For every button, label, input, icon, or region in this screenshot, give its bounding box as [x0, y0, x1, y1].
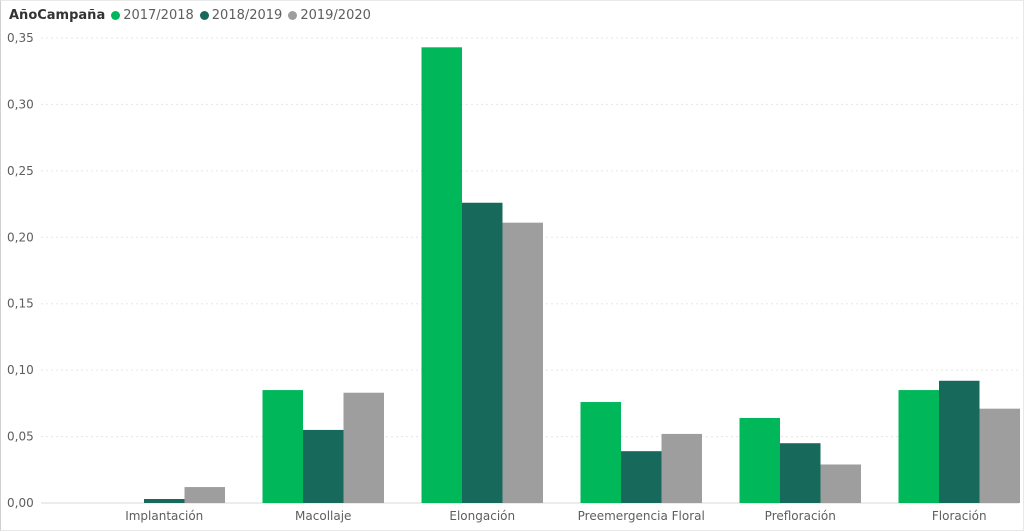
legend-marker-series-1	[199, 10, 209, 20]
bar-2018-2019-0[interactable]	[144, 499, 185, 503]
legend-marker-series-0	[111, 10, 121, 20]
bar-2017-2018-2[interactable]	[421, 47, 463, 504]
y-tick-label: 0,20	[7, 230, 34, 244]
legend-item-series-0[interactable]: 2017/2018	[111, 8, 194, 23]
bar-2017-2018-4[interactable]	[739, 417, 781, 503]
y-tick-label: 0,25	[7, 164, 34, 178]
bar-2018-2019-2[interactable]	[462, 202, 503, 503]
bar-2019-2020-2[interactable]	[502, 222, 544, 503]
y-tick-label: 0,30	[7, 97, 34, 111]
x-tick-label: Implantación	[125, 509, 203, 523]
legend: AñoCampaña 2017/2018 2018/2019 2019/2020	[9, 5, 377, 25]
legend-label-series-2: 2019/2020	[300, 7, 371, 23]
bar-2018-2019-5[interactable]	[939, 380, 980, 503]
bar-2019-2020-1[interactable]	[343, 392, 385, 503]
bar-2017-2018-1[interactable]	[262, 390, 304, 503]
x-tick-label: Elongación	[449, 509, 515, 523]
y-tick-label: 0,05	[7, 430, 34, 444]
bar-2017-2018-5[interactable]	[898, 390, 940, 503]
y-tick-label: 0,15	[7, 297, 34, 311]
legend-marker-series-2	[288, 10, 298, 20]
bar-2019-2020-3[interactable]	[661, 433, 703, 503]
y-tick-label: 0,35	[7, 31, 34, 45]
bar-2018-2019-3[interactable]	[621, 451, 662, 503]
bar-2019-2020-0[interactable]	[184, 487, 226, 503]
bar-2018-2019-4[interactable]	[780, 443, 821, 503]
legend-label-series-1: 2018/2019	[211, 7, 283, 23]
x-tick-label: Prefloración	[765, 509, 836, 523]
bar-2019-2020-4[interactable]	[820, 464, 862, 503]
y-tick-label: 0,10	[7, 363, 34, 377]
legend-label-series-0: 2017/2018	[123, 7, 194, 23]
y-tick-label: 0,00	[7, 496, 34, 510]
bar-2019-2020-5[interactable]	[979, 408, 1021, 503]
bar-2017-2018-3[interactable]	[580, 402, 622, 503]
legend-item-series-2[interactable]: 2019/2020	[288, 8, 371, 23]
x-tick-label: Preemergencia Floral	[578, 509, 705, 523]
x-tick-label: Macollaje	[295, 509, 351, 523]
x-tick-label: Floración	[932, 509, 987, 523]
bar-2018-2019-1[interactable]	[303, 429, 344, 503]
legend-title: AñoCampaña	[9, 7, 106, 23]
legend-item-series-1[interactable]: 2018/2019	[199, 7, 283, 23]
